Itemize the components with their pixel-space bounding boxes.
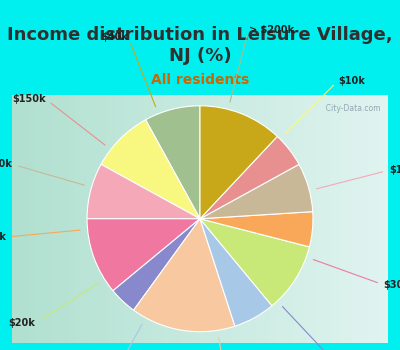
Text: All residents: All residents bbox=[151, 74, 249, 88]
Text: $10k: $10k bbox=[338, 76, 365, 86]
Wedge shape bbox=[87, 219, 200, 291]
Wedge shape bbox=[113, 219, 200, 310]
Text: $40k: $40k bbox=[101, 32, 128, 42]
Text: Income distribution in Leisure Village,
NJ (%): Income distribution in Leisure Village, … bbox=[7, 26, 393, 65]
Text: City-Data.com: City-Data.com bbox=[321, 104, 380, 113]
Text: $60k: $60k bbox=[0, 159, 12, 169]
Text: $75k: $75k bbox=[0, 232, 6, 242]
Wedge shape bbox=[200, 212, 313, 247]
Wedge shape bbox=[200, 164, 313, 219]
Wedge shape bbox=[200, 136, 299, 219]
Text: $30k: $30k bbox=[384, 280, 400, 290]
Wedge shape bbox=[87, 164, 200, 219]
Text: $150k: $150k bbox=[12, 94, 46, 104]
Wedge shape bbox=[134, 219, 235, 332]
Text: $100k: $100k bbox=[389, 165, 400, 175]
Wedge shape bbox=[200, 219, 310, 306]
Wedge shape bbox=[101, 120, 200, 219]
Text: $20k: $20k bbox=[8, 318, 35, 328]
Wedge shape bbox=[200, 219, 272, 326]
Text: > $200k: > $200k bbox=[248, 25, 294, 35]
Wedge shape bbox=[200, 106, 277, 219]
Wedge shape bbox=[146, 106, 200, 219]
